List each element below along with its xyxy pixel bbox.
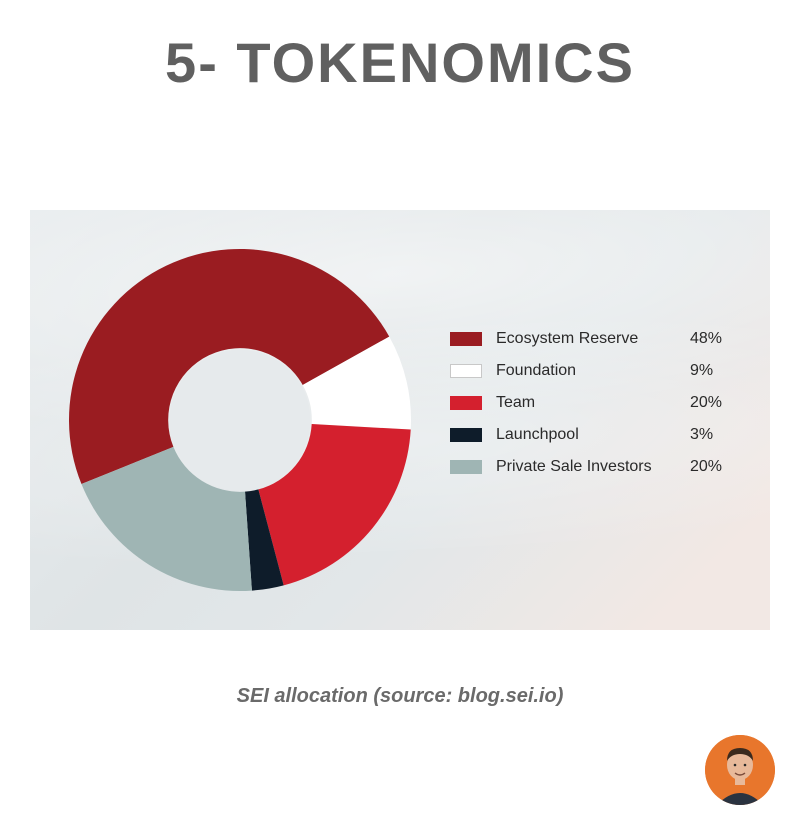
legend-swatch [450,428,482,442]
legend-value: 48% [690,330,740,348]
legend-label: Private Sale Investors [496,458,690,476]
avatar [705,735,775,805]
legend-row: Private Sale Investors20% [450,458,740,476]
legend-label: Team [496,394,690,412]
legend-label: Launchpool [496,426,690,444]
legend-swatch [450,332,482,346]
legend-label: Foundation [496,362,690,380]
legend-value: 3% [690,426,740,444]
chart-legend: Ecosystem Reserve48%Foundation9%Team20%L… [450,330,740,490]
page-title: 5- TOKENOMICS [0,30,800,95]
legend-swatch [450,396,482,410]
legend-swatch [450,364,482,378]
legend-label: Ecosystem Reserve [496,330,690,348]
legend-value: 20% [690,458,740,476]
legend-row: Ecosystem Reserve48% [450,330,740,348]
chart-panel: Ecosystem Reserve48%Foundation9%Team20%L… [30,210,770,630]
donut-hole [170,350,311,491]
legend-swatch [450,460,482,474]
chart-caption: SEI allocation (source: blog.sei.io) [0,685,800,708]
legend-value: 9% [690,362,740,380]
legend-value: 20% [690,394,740,412]
donut-chart [60,240,420,600]
legend-row: Foundation9% [450,362,740,380]
legend-row: Team20% [450,394,740,412]
legend-row: Launchpool3% [450,426,740,444]
